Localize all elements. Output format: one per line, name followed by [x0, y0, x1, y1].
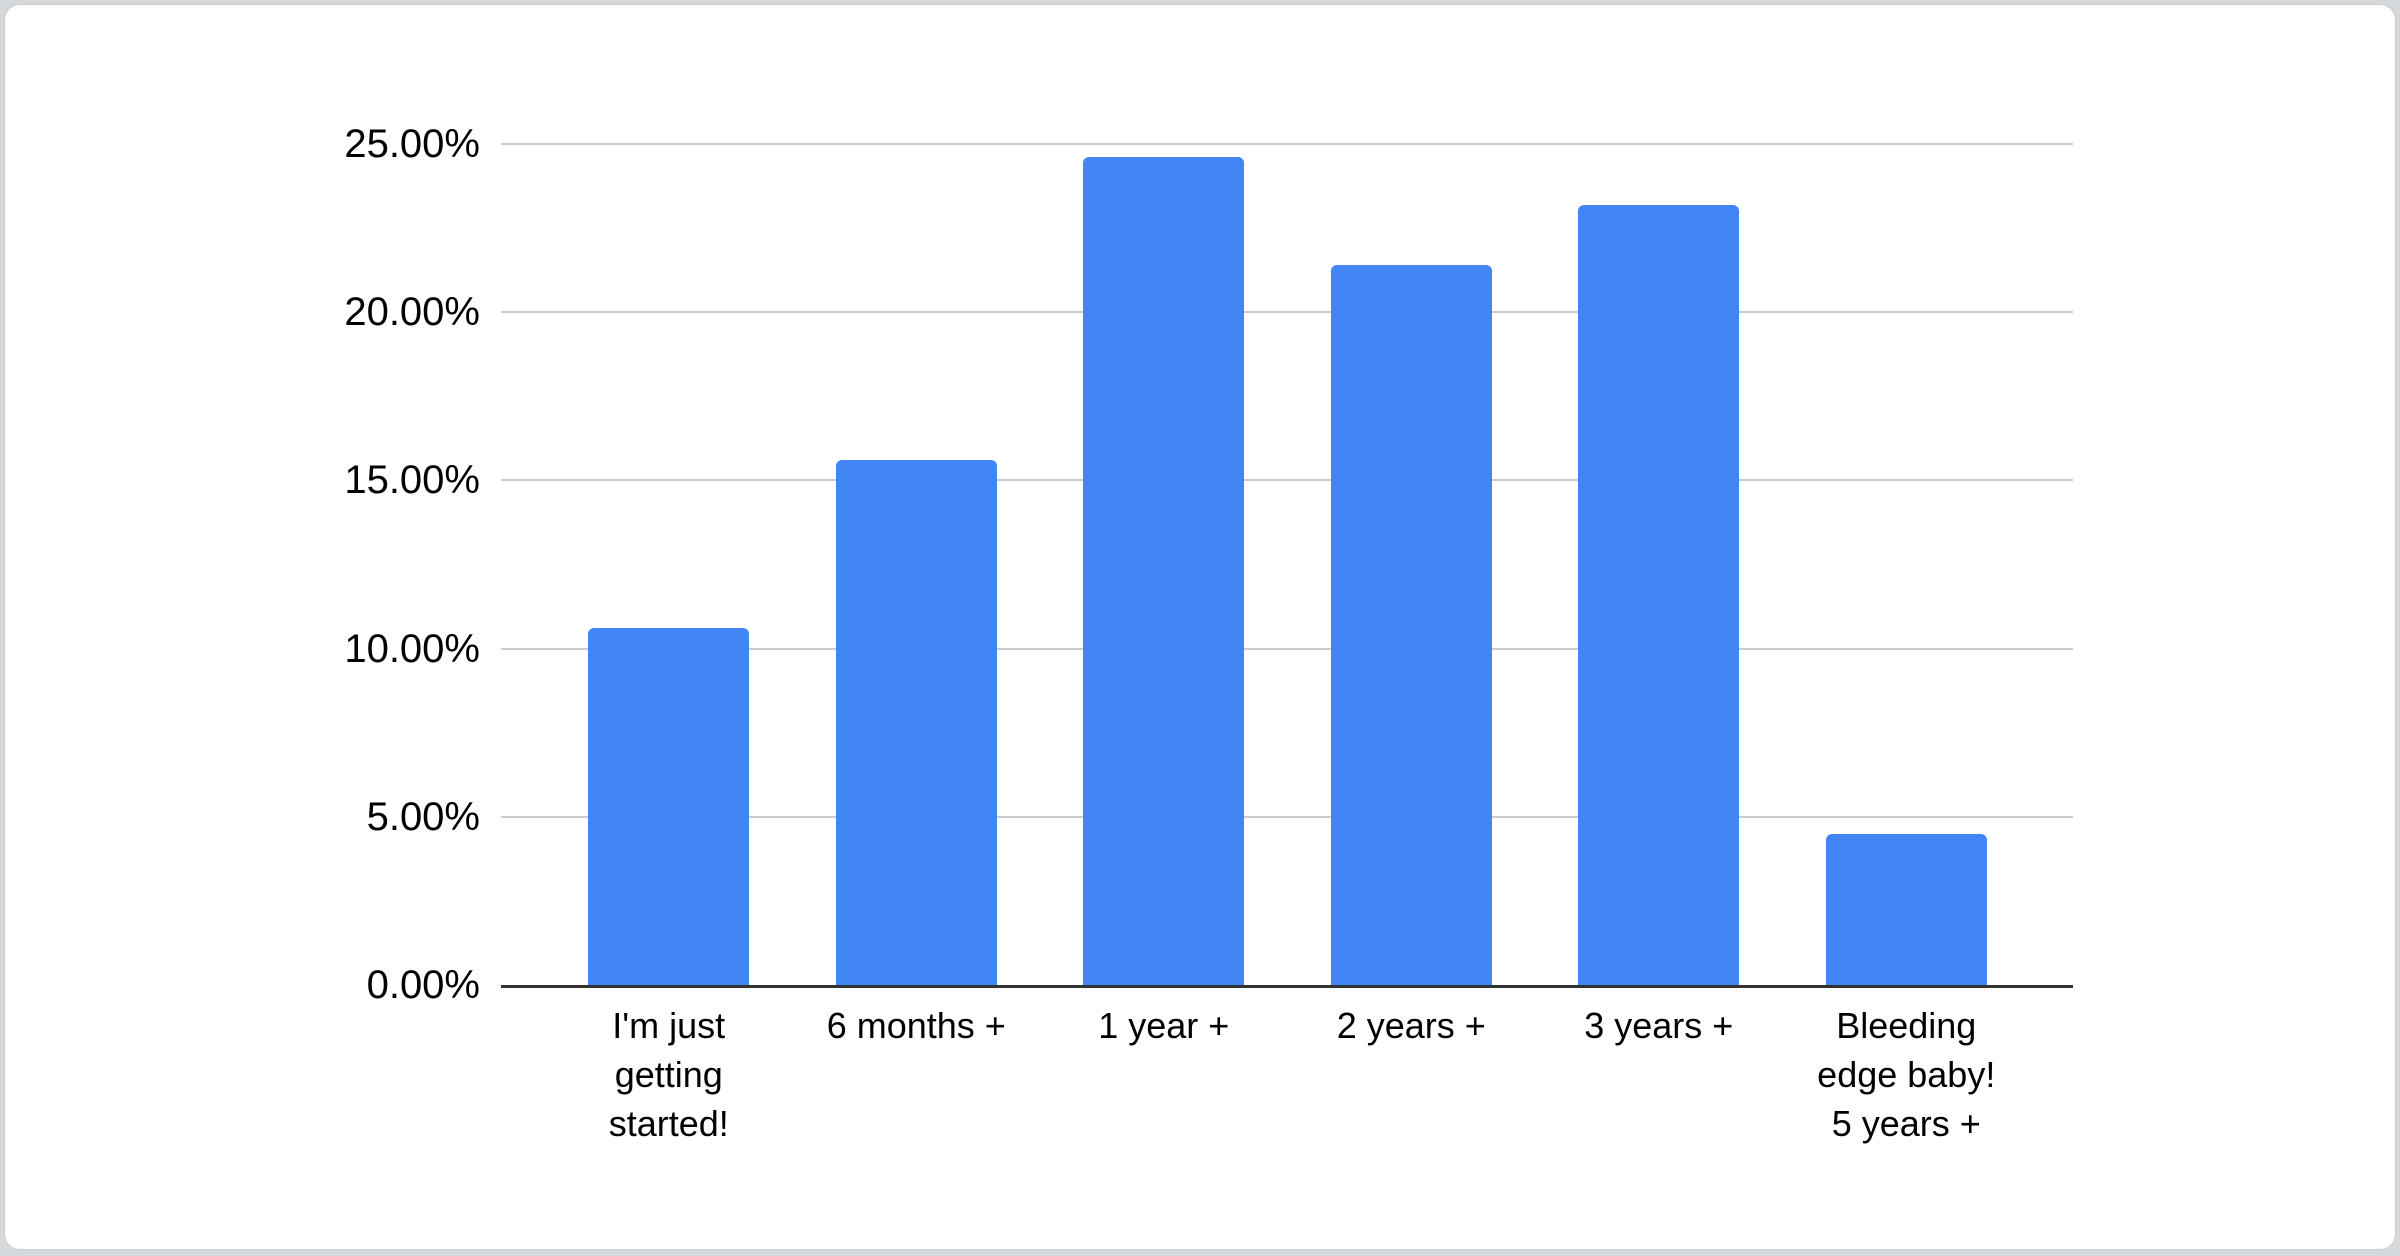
chart-card: 0.00% 5.00% 10.00% 15.00% 20.00% 25.00% I'm j…	[4, 4, 2396, 1250]
bar-chart: 0.00% 5.00% 10.00% 15.00% 20.00% 25.00% I'm j…	[5, 5, 2395, 1249]
bar	[1578, 204, 1740, 985]
gridline	[501, 479, 2073, 482]
y-axis: 0.00% 5.00% 10.00% 15.00% 20.00% 25.00%	[5, 122, 480, 1007]
bar	[1083, 157, 1245, 985]
bar-slot	[1535, 144, 1783, 985]
bar	[1330, 265, 1492, 985]
x-category-label: 1 year +	[1098, 1005, 1230, 1046]
gridline	[501, 143, 2073, 145]
bar	[835, 460, 997, 985]
y-tick-label: 10.00%	[344, 626, 480, 671]
x-category-label: Bleeding edge baby! 5 years +	[1817, 1005, 1996, 1144]
x-axis: I'm just getting started! 6 months + 1 year …	[545, 1001, 2030, 1148]
x-category-label: 2 years +	[1336, 1005, 1486, 1046]
x-category-label: 6 months +	[826, 1005, 1006, 1046]
bar-slot	[545, 144, 793, 985]
bar	[588, 628, 750, 985]
bar-slot	[1288, 144, 1536, 985]
bar	[1825, 833, 1987, 985]
x-category-label: 3 years +	[1584, 1005, 1734, 1046]
x-category-label: I'm just getting started!	[608, 1005, 729, 1144]
y-tick-label: 15.00%	[344, 458, 480, 503]
bars	[545, 144, 2030, 985]
gridline	[501, 311, 2073, 314]
plot-area	[501, 143, 2073, 988]
y-tick-label: 5.00%	[366, 794, 480, 839]
bar-slot	[793, 144, 1041, 985]
bar-slot	[1040, 144, 1288, 985]
gridline	[501, 647, 2073, 650]
y-tick-label: 0.00%	[366, 963, 480, 1007]
y-tick-label: 25.00%	[344, 122, 480, 166]
gridline	[501, 815, 2073, 818]
bar-slot	[1783, 144, 2031, 985]
y-tick-label: 20.00%	[344, 290, 480, 335]
